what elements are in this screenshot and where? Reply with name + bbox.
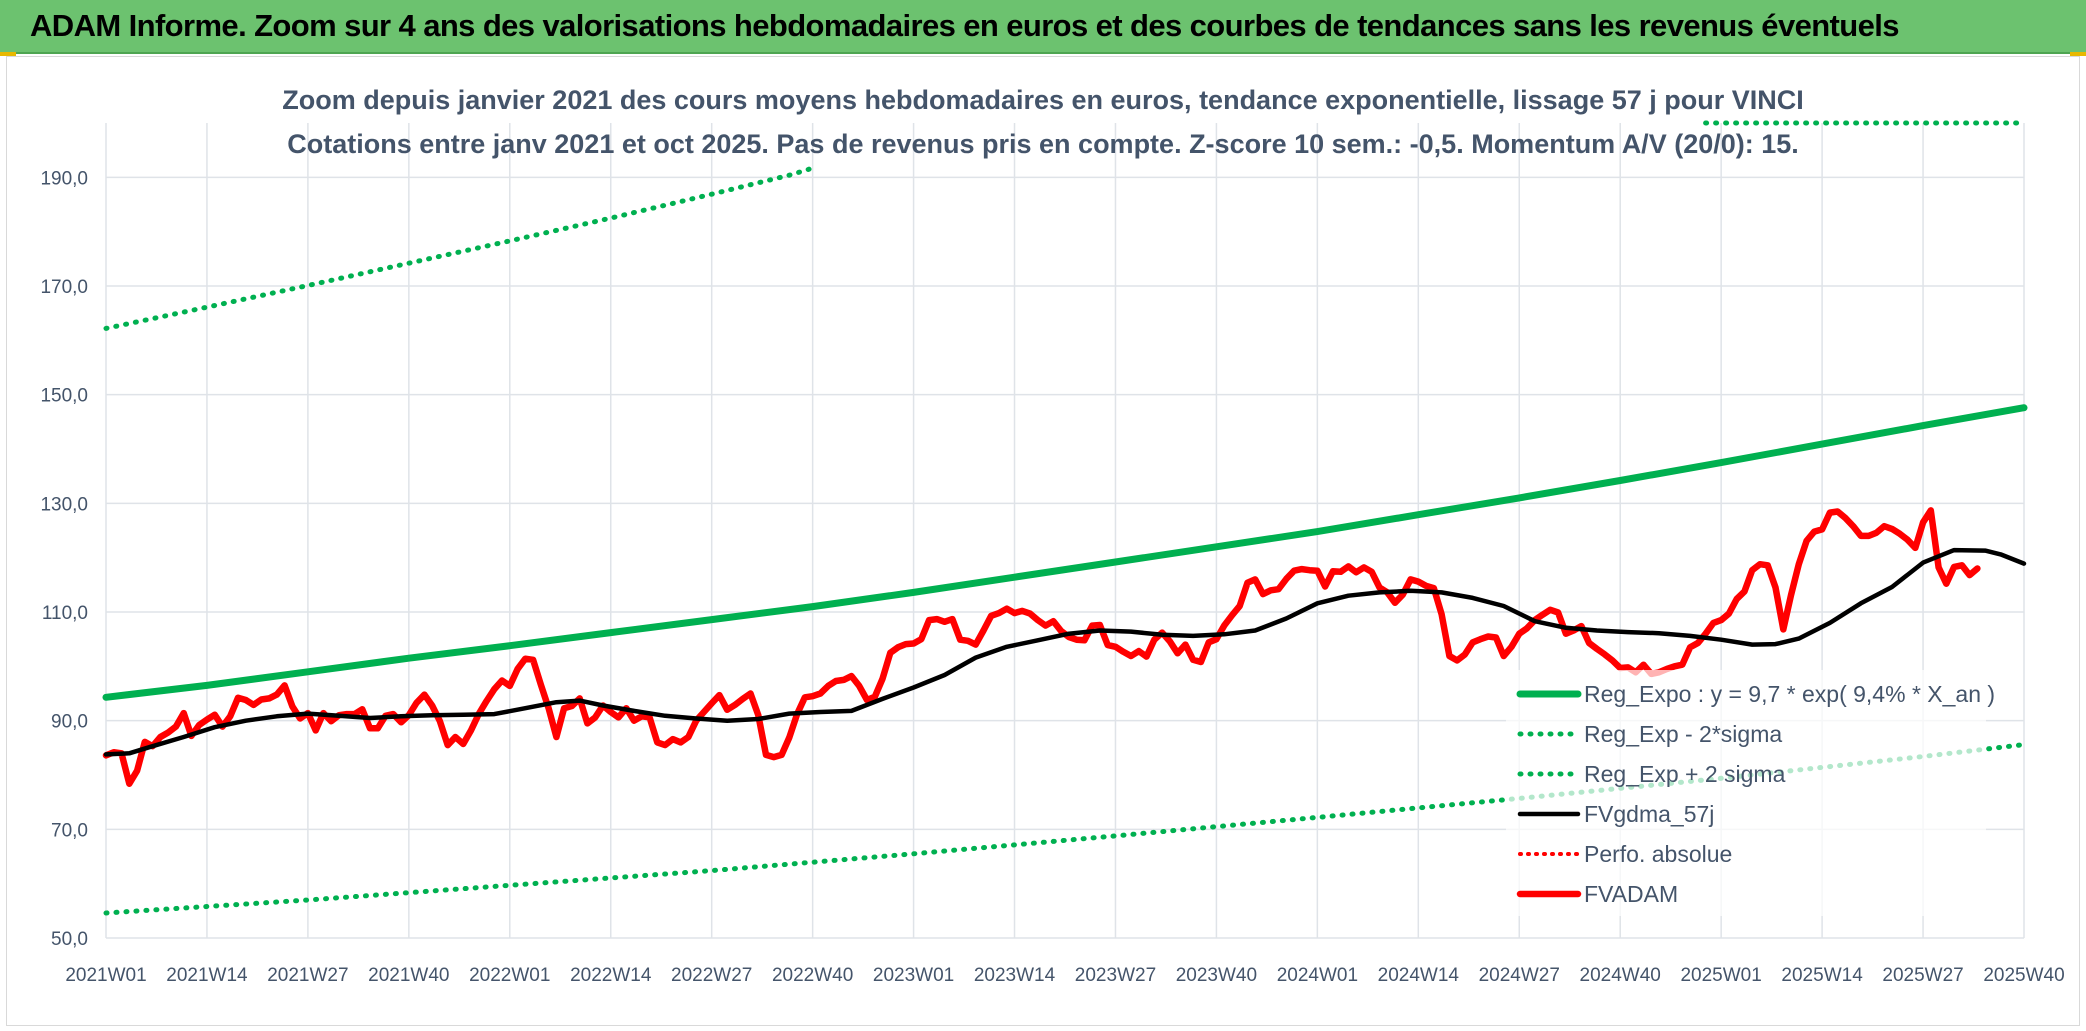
legend-label: Perfo. absolue — [1584, 841, 1732, 867]
series-line-reg-exp-2-sigma — [103, 165, 816, 331]
legend-label: Reg_Exp - 2*sigma — [1584, 721, 1782, 747]
x-tick-label: 2025W27 — [1882, 965, 1963, 986]
y-tick-label: 70,0 — [51, 820, 88, 841]
chart-frame — [6, 56, 2080, 1026]
x-tick-label: 2021W14 — [166, 965, 248, 986]
x-tick-label: 2021W40 — [368, 965, 449, 986]
legend: Reg_Expo : y = 9,7 * exp( 9,4% * X_an ) R… — [1506, 670, 1995, 916]
x-tick-label: 2022W14 — [570, 965, 652, 986]
x-tick-label: 2024W27 — [1479, 965, 1560, 986]
x-tick-label: 2023W27 — [1075, 965, 1156, 986]
series-line-fvgdma-57j — [103, 547, 2027, 757]
x-tick-label: 2021W01 — [65, 965, 146, 986]
y-tick-label: 90,0 — [51, 712, 88, 733]
x-tick-label: 2023W40 — [1176, 965, 1257, 986]
x-tick-label: 2024W01 — [1277, 965, 1358, 986]
y-tick-label: 150,0 — [40, 386, 88, 407]
x-tick-label: 2023W01 — [873, 965, 954, 986]
legend-label: FVADAM — [1584, 881, 1678, 907]
legend-background — [1506, 670, 1986, 916]
x-tick-label: 2022W01 — [469, 965, 550, 986]
x-tick-label: 2025W14 — [1781, 965, 1863, 986]
series-line-reg-expo-y-9-7-exp-9-4-x-an — [102, 404, 2028, 701]
y-tick-label: 130,0 — [40, 494, 88, 515]
y-axis-ticks: 50,0 70,0 90,0 110,0 130,0 150,0 170,0 190,0 — [40, 168, 88, 950]
y-tick-label: 50,0 — [51, 929, 88, 950]
chart-subtitle: Cotations entre janv 2021 et oct 2025. P… — [287, 129, 1799, 159]
legend-label: Reg_Exp + 2 sigma — [1584, 761, 1786, 787]
chart-title: Zoom depuis janvier 2021 des cours moyen… — [282, 85, 1804, 115]
x-tick-label: 2024W40 — [1580, 965, 1661, 986]
corner-accent-left — [0, 52, 16, 56]
x-tick-label: 2025W01 — [1680, 965, 1761, 986]
series-line-fvadam — [102, 507, 1981, 787]
x-axis-ticks: 2021W01 2021W14 2021W27 2021W40 2022W01 2022W… — [65, 965, 2064, 986]
legend-label: Reg_Expo : y = 9,7 * exp( 9,4% * X_an ) — [1584, 681, 1995, 707]
legend-label: FVgdma_57j — [1584, 801, 1714, 827]
x-tick-label: 2025W40 — [1983, 965, 2064, 986]
header-banner: ADAM Informe. Zoom sur 4 ans des valoris… — [0, 0, 2086, 54]
x-tick-label: 2022W27 — [671, 965, 752, 986]
page-title: ADAM Informe. Zoom sur 4 ans des valoris… — [30, 8, 1900, 43]
x-tick-label: 2024W14 — [1378, 965, 1460, 986]
x-tick-label: 2022W40 — [772, 965, 853, 986]
y-tick-label: 110,0 — [42, 603, 88, 624]
y-tick-label: 190,0 — [40, 168, 88, 189]
x-tick-label: 2021W27 — [267, 965, 348, 986]
y-tick-label: 170,0 — [40, 277, 88, 298]
x-tick-label: 2023W14 — [974, 965, 1056, 986]
corner-accent-right — [2070, 52, 2086, 56]
